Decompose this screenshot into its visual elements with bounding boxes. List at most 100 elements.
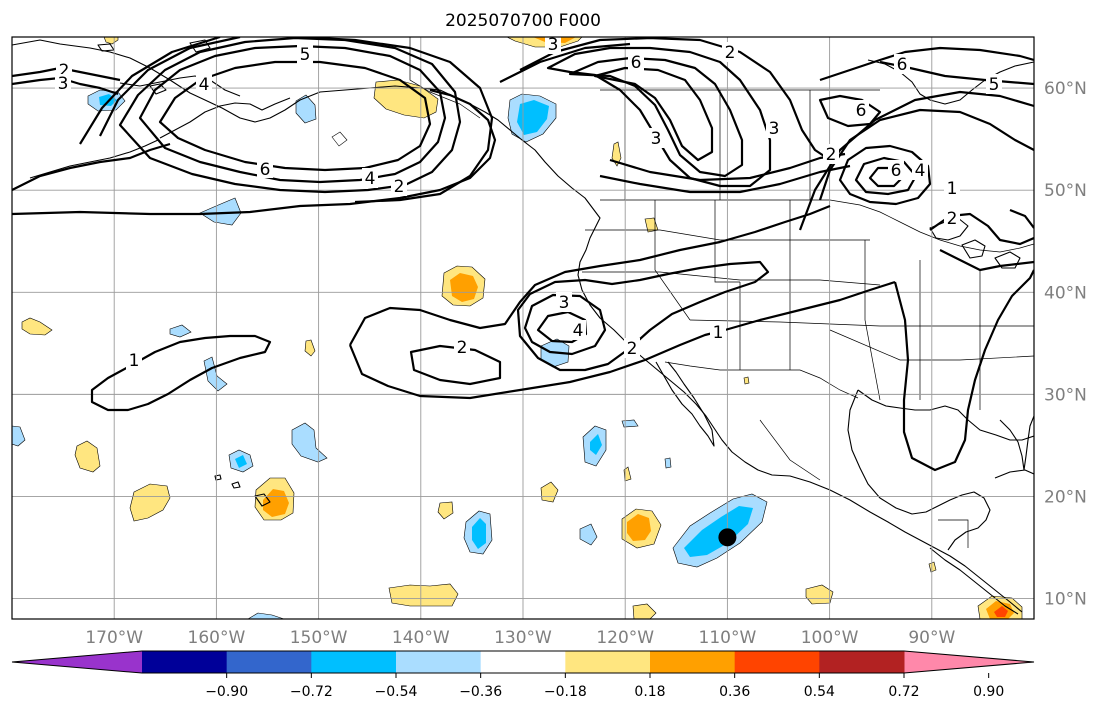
negative-anomaly-area bbox=[203, 356, 228, 392]
contour-line-5 bbox=[568, 56, 744, 178]
negative-anomaly-area bbox=[684, 506, 753, 557]
contour-line-3 bbox=[299, 37, 494, 204]
contour-label: 6 bbox=[891, 161, 902, 181]
negative-anomaly-area bbox=[12, 425, 26, 447]
colorbar-swatch bbox=[142, 651, 228, 673]
contour-label: 5 bbox=[989, 75, 1000, 95]
lon-tick-label: 170°W bbox=[85, 628, 143, 648]
map-frame bbox=[11, 36, 1035, 620]
us-mexico-border bbox=[664, 361, 859, 399]
map-panel: 2 3 5 6 4 2 1 2 3 4 2 1 6 3 bbox=[12, 35, 1034, 619]
colorbar-outline bbox=[11, 650, 1035, 674]
us-state-border bbox=[864, 240, 881, 401]
contour-label: 6 bbox=[856, 101, 867, 121]
contour-line-2 bbox=[516, 260, 770, 372]
colorbar-tick-label: −0.36 bbox=[459, 684, 502, 700]
contour-line-6 bbox=[158, 60, 432, 172]
positive-anomaly-area bbox=[263, 489, 289, 517]
positive-anomaly-area bbox=[928, 561, 937, 573]
positive-anomaly-area bbox=[21, 317, 53, 336]
contour-line-1 bbox=[349, 204, 831, 346]
contour-line-2 bbox=[79, 37, 221, 145]
positive-anomaly-area bbox=[994, 606, 1008, 617]
contour-label: 6 bbox=[631, 53, 642, 73]
central-america-border bbox=[938, 519, 969, 548]
great-lakes-coastline bbox=[961, 239, 986, 259]
us-state-border bbox=[654, 200, 691, 321]
colorbar-swatch bbox=[565, 651, 651, 673]
lon-tick-label: 120°W bbox=[596, 628, 654, 648]
latitude-ticks: 60°N 50°N 40°N 30°N 20°N 10°N bbox=[1044, 79, 1087, 610]
contour-line-5 bbox=[138, 44, 447, 184]
us-state-border bbox=[714, 200, 740, 283]
mexico-gulf-coastline bbox=[847, 389, 991, 551]
hawaii-coastline bbox=[214, 474, 222, 481]
contour-line-2 bbox=[798, 90, 1034, 231]
lon-tick-label: 160°W bbox=[188, 628, 246, 648]
contour-label: 4 bbox=[573, 321, 584, 341]
contour-line-3 bbox=[519, 37, 831, 161]
contour-label: 2 bbox=[947, 209, 958, 229]
lat-tick-label: 20°N bbox=[1044, 487, 1087, 507]
political-borders bbox=[409, 37, 1034, 548]
us-state-border bbox=[689, 319, 1034, 327]
contour-line-4 bbox=[838, 144, 932, 206]
positive-anomaly-area bbox=[623, 466, 632, 482]
aleutian-coastline bbox=[29, 139, 159, 179]
colorbar-tick-label: 0.72 bbox=[888, 684, 919, 700]
contour-line-2 bbox=[12, 88, 497, 216]
baja-coastline bbox=[655, 361, 715, 447]
positive-anomaly-area bbox=[74, 440, 101, 473]
contour-lines bbox=[12, 37, 1034, 472]
contour-label: 5 bbox=[300, 45, 311, 65]
lat-tick-label: 60°N bbox=[1044, 79, 1087, 99]
us-canada-border bbox=[600, 199, 1034, 253]
positive-anomaly-area bbox=[540, 481, 559, 503]
lat-tick-label: 50°N bbox=[1044, 181, 1087, 201]
positive-anomaly-area bbox=[388, 583, 459, 607]
lon-tick-label: 100°W bbox=[801, 628, 859, 648]
positive-anomaly-area bbox=[373, 79, 439, 119]
contour-line-3 bbox=[523, 293, 607, 356]
negative-anomaly-area bbox=[295, 94, 317, 124]
us-state-border bbox=[585, 229, 870, 241]
colorbar-swatch bbox=[650, 651, 736, 673]
contour-line-6 bbox=[819, 46, 1034, 82]
negative-anomaly-area bbox=[590, 434, 602, 455]
colorbar-extend-high bbox=[904, 651, 1034, 673]
alaska-islands-coastline bbox=[189, 39, 211, 53]
contour-label: 2 bbox=[394, 177, 405, 197]
contour-line-3 bbox=[599, 164, 851, 194]
contour-label: 2 bbox=[457, 338, 468, 358]
negative-anomaly-area bbox=[169, 324, 192, 338]
negative-anomaly-area bbox=[517, 100, 549, 135]
contour-label: 3 bbox=[769, 119, 780, 139]
contour-label: 1 bbox=[713, 323, 724, 343]
colorbar-swatch bbox=[226, 651, 312, 673]
contour-line-1 bbox=[348, 280, 896, 400]
colorbar-tick-label: 0.90 bbox=[973, 684, 1004, 700]
lon-tick-label: 130°W bbox=[494, 628, 552, 648]
contour-label: 2 bbox=[627, 339, 638, 359]
contour-label: 3 bbox=[58, 74, 69, 94]
location-marker bbox=[718, 528, 737, 547]
colorbar-tick-label: 0.54 bbox=[804, 684, 835, 700]
positive-anomaly-area bbox=[743, 376, 750, 385]
lon-tick-label: 140°W bbox=[392, 628, 450, 648]
colorbar-tick-label: −0.18 bbox=[544, 684, 587, 700]
colorbar-swatch bbox=[734, 651, 820, 673]
contour-line-4 bbox=[609, 152, 846, 182]
mexico-state-border bbox=[759, 419, 821, 481]
colorbar-swatch bbox=[480, 651, 566, 673]
positive-anomaly-area bbox=[437, 501, 454, 520]
lat-tick-label: 40°N bbox=[1044, 283, 1087, 303]
positive-anomaly-area bbox=[304, 339, 316, 357]
contour-label: 3 bbox=[548, 35, 559, 55]
gulf-coastline bbox=[857, 389, 1034, 441]
contour-line-1 bbox=[893, 269, 1034, 472]
positive-anomaly-area bbox=[627, 514, 651, 541]
colorbar-swatch bbox=[396, 651, 482, 673]
colorbar-swatch bbox=[311, 651, 397, 673]
central-america-coastline bbox=[929, 547, 1019, 615]
